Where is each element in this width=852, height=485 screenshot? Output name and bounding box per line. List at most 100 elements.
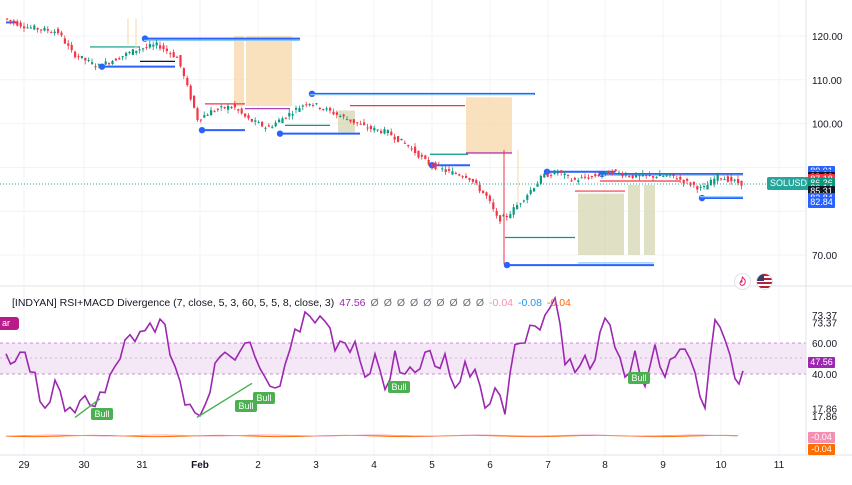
level-marker xyxy=(198,126,206,134)
candle-body xyxy=(618,172,621,174)
candle-body xyxy=(250,118,253,122)
candle-body xyxy=(509,214,512,219)
candle-body xyxy=(427,160,430,165)
bull-badge: Bull xyxy=(388,381,410,393)
candle-body xyxy=(594,174,597,177)
position-zone xyxy=(578,193,624,255)
candle-body xyxy=(91,62,94,64)
candle-body xyxy=(709,179,712,186)
candle-body xyxy=(148,44,151,48)
candle-body xyxy=(94,66,97,68)
candle-body xyxy=(420,154,423,157)
candle-body xyxy=(128,52,131,54)
price-axis[interactable]: 120.00 110.00 100.00 70.00 xyxy=(812,32,843,262)
candle-body xyxy=(131,49,134,55)
candle-body xyxy=(356,122,359,124)
candle-body xyxy=(359,123,362,125)
candle-body xyxy=(376,129,379,131)
position-zone xyxy=(644,184,655,255)
candle-body xyxy=(461,176,464,178)
candle-body xyxy=(454,172,457,174)
indicator-axis-label: 60.00 xyxy=(812,339,837,350)
candle-body xyxy=(301,105,304,107)
indicator-name[interactable]: [INDYAN] RSI+MACD Divergence (7, close, … xyxy=(12,297,335,309)
candle-body xyxy=(74,51,77,58)
candle-body xyxy=(162,45,165,50)
candle-body xyxy=(628,176,631,178)
candle-body xyxy=(60,32,63,36)
candle-body xyxy=(261,121,264,127)
candle-body xyxy=(26,27,29,29)
candle-body xyxy=(342,114,345,117)
support-resistance-levels xyxy=(6,18,743,269)
candle-body xyxy=(318,107,321,109)
candle-body xyxy=(312,104,315,106)
candle-body xyxy=(529,190,532,194)
candle-body xyxy=(516,205,519,210)
candle-body xyxy=(210,110,213,116)
candle-body xyxy=(550,175,553,177)
position-zone xyxy=(466,97,512,155)
candle-body xyxy=(278,119,281,123)
candle-body xyxy=(274,122,277,127)
candle-body xyxy=(305,104,308,106)
candle-body xyxy=(478,184,481,192)
candle-body xyxy=(264,127,267,129)
candle-body xyxy=(216,108,219,110)
candle-body xyxy=(152,44,155,47)
candle-body xyxy=(662,175,665,177)
candle-body xyxy=(410,148,413,150)
candle-body xyxy=(57,28,60,34)
candle-body xyxy=(437,164,440,166)
pane-bar-tag[interactable]: ar xyxy=(0,317,19,330)
candle-body xyxy=(114,58,117,61)
indicator-zero-7: Ø xyxy=(462,297,471,309)
bull-badge-bg xyxy=(235,400,257,412)
tradingview-flame-icon[interactable] xyxy=(734,273,751,290)
candle-body xyxy=(352,119,355,123)
bull-badge-bg xyxy=(91,408,113,420)
candle-body xyxy=(267,125,270,127)
candle-body xyxy=(227,105,230,110)
divergence-lines xyxy=(74,382,253,418)
candle-body xyxy=(230,107,233,109)
indicator-axis-label: 17.86 xyxy=(812,412,837,423)
divergence-line xyxy=(196,382,253,418)
time-axis-label: 2 xyxy=(255,460,261,471)
price-axis-label: 70.00 xyxy=(812,251,837,262)
bull-badge: Bull xyxy=(253,392,275,404)
indicator-axis-label: 73.37 xyxy=(812,318,837,329)
bull-badge: Bull xyxy=(235,400,257,412)
candle-body xyxy=(553,170,556,175)
candle-body xyxy=(543,173,546,178)
candle-body xyxy=(601,174,604,176)
candle-body xyxy=(213,111,216,113)
candle-body xyxy=(675,178,678,180)
time-axis-label: 3 xyxy=(313,460,319,471)
indicator-zero-4: Ø xyxy=(423,297,432,309)
bull-badge-label: Bull xyxy=(256,393,271,403)
candle-body xyxy=(237,109,240,111)
us-flag-icon[interactable] xyxy=(756,273,773,290)
candle-body xyxy=(247,115,250,119)
candle-body xyxy=(645,175,648,177)
candle-body xyxy=(363,122,366,125)
indicator-legend[interactable]: [INDYAN] RSI+MACD Divergence (7, close, … xyxy=(12,297,571,309)
position-zone xyxy=(234,36,244,107)
candle-body xyxy=(512,207,515,215)
candle-body xyxy=(699,186,702,188)
indicator-value-neg3: -0.04 xyxy=(546,297,571,309)
time-axis[interactable]: 29 30 31 Feb 2 3 4 5 6 7 8 9 10 11 xyxy=(18,460,784,471)
rsi-line xyxy=(5,295,744,417)
indicator-zero-2: Ø xyxy=(396,297,406,309)
candle-body xyxy=(145,47,148,49)
candle-body xyxy=(108,63,111,65)
candle-body xyxy=(665,175,668,177)
candle-body xyxy=(271,126,274,128)
position-zones xyxy=(234,36,655,255)
bull-badge-bg xyxy=(628,372,650,384)
